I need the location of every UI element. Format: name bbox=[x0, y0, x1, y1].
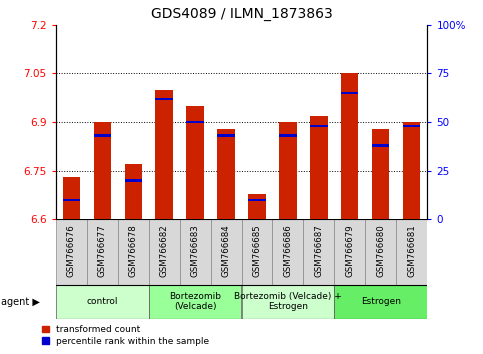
Bar bbox=[56, 219, 86, 285]
Bar bbox=[372, 144, 389, 147]
Bar bbox=[403, 125, 421, 127]
Bar bbox=[366, 219, 397, 285]
Bar bbox=[334, 219, 366, 285]
Text: GSM766680: GSM766680 bbox=[376, 224, 385, 277]
Bar bbox=[94, 122, 111, 219]
Bar bbox=[242, 285, 334, 319]
Bar bbox=[125, 164, 142, 219]
Bar bbox=[217, 135, 235, 137]
Bar bbox=[156, 97, 172, 100]
Bar bbox=[242, 219, 272, 285]
Text: GSM766687: GSM766687 bbox=[314, 224, 324, 277]
Bar bbox=[186, 121, 203, 124]
Text: GSM766681: GSM766681 bbox=[408, 224, 416, 277]
Bar bbox=[303, 219, 334, 285]
Bar bbox=[334, 285, 427, 319]
Bar bbox=[62, 177, 80, 219]
Bar bbox=[211, 219, 242, 285]
Bar bbox=[149, 219, 180, 285]
Text: GSM766679: GSM766679 bbox=[345, 224, 355, 277]
Bar bbox=[280, 122, 297, 219]
Text: Bortezomib (Velcade) +
Estrogen: Bortezomib (Velcade) + Estrogen bbox=[234, 292, 342, 312]
Text: agent ▶: agent ▶ bbox=[1, 297, 40, 307]
Text: GSM766676: GSM766676 bbox=[67, 224, 75, 277]
Text: Estrogen: Estrogen bbox=[361, 297, 401, 306]
Text: GSM766686: GSM766686 bbox=[284, 224, 293, 277]
Bar bbox=[341, 92, 358, 94]
Bar bbox=[397, 219, 427, 285]
Text: Bortezomib
(Velcade): Bortezomib (Velcade) bbox=[169, 292, 221, 312]
Text: GSM766683: GSM766683 bbox=[190, 224, 199, 277]
Bar bbox=[186, 106, 203, 219]
Text: GSM766677: GSM766677 bbox=[98, 224, 107, 277]
Bar bbox=[86, 219, 117, 285]
Text: GSM766682: GSM766682 bbox=[159, 224, 169, 277]
Bar bbox=[125, 179, 142, 182]
Bar bbox=[372, 129, 389, 219]
Bar bbox=[94, 135, 111, 137]
Bar bbox=[311, 125, 327, 127]
Bar bbox=[280, 135, 297, 137]
Bar bbox=[248, 199, 266, 201]
Bar bbox=[117, 219, 149, 285]
Title: GDS4089 / ILMN_1873863: GDS4089 / ILMN_1873863 bbox=[151, 7, 332, 21]
Bar bbox=[156, 90, 172, 219]
Bar bbox=[56, 285, 149, 319]
Bar bbox=[248, 194, 266, 219]
Legend: transformed count, percentile rank within the sample: transformed count, percentile rank withi… bbox=[38, 321, 213, 349]
Text: GSM766684: GSM766684 bbox=[222, 224, 230, 277]
Bar bbox=[180, 219, 211, 285]
Bar bbox=[217, 129, 235, 219]
Text: GSM766678: GSM766678 bbox=[128, 224, 138, 277]
Text: control: control bbox=[86, 297, 118, 306]
Bar bbox=[311, 116, 327, 219]
Bar bbox=[62, 199, 80, 201]
Bar bbox=[341, 74, 358, 219]
Text: GSM766685: GSM766685 bbox=[253, 224, 261, 277]
Bar bbox=[272, 219, 303, 285]
Bar bbox=[149, 285, 242, 319]
Bar bbox=[403, 122, 421, 219]
